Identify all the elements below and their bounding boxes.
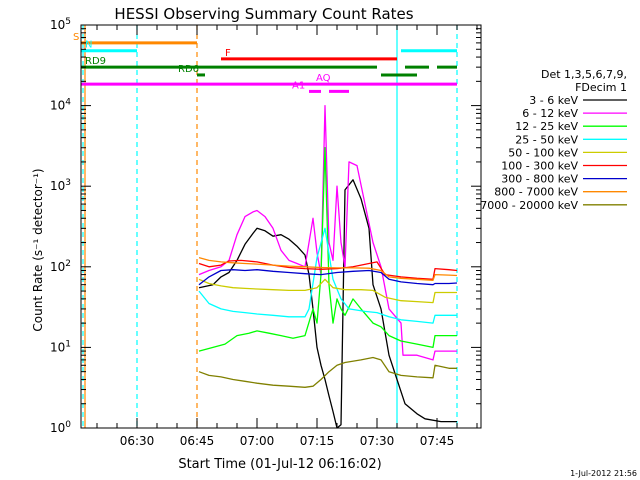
x-tick-label-2: 07:00 bbox=[240, 434, 275, 448]
flag-label-f: F bbox=[225, 48, 231, 59]
timestamp: 1-Jul-2012 21:56 bbox=[570, 469, 637, 478]
plot-area: SN F RD9 RD6 AQ A1 100 101 102 103 104 105 06:30 06:4… bbox=[50, 17, 482, 448]
flag-label-s: S bbox=[73, 32, 79, 43]
flag-label-rd6: RD6 bbox=[178, 64, 199, 75]
legend-label-7: 800 - 7000 keV bbox=[494, 186, 578, 199]
axes-frame bbox=[80, 24, 482, 429]
series-line-6 bbox=[198, 269, 458, 286]
series-line-3 bbox=[198, 227, 457, 324]
x-tick-label-3: 07:15 bbox=[300, 434, 335, 448]
legend-header-line-2: FDecim 1 bbox=[575, 81, 627, 94]
x-tick-label-4: 07:30 bbox=[360, 434, 395, 448]
legend-label-8: 7000 - 20000 keV bbox=[480, 199, 578, 212]
y-tick-label: 100 bbox=[50, 420, 71, 435]
flag-label-n: N bbox=[85, 40, 92, 51]
chart-title: HESSI Observing Summary Count Rates bbox=[114, 5, 413, 23]
legend-label-2: 12 - 25 keV bbox=[515, 120, 578, 133]
flag-label-a1: A1 bbox=[292, 80, 305, 91]
series-line-8 bbox=[198, 356, 457, 388]
legend-label-6: 300 - 800 keV bbox=[501, 173, 578, 186]
series-line-0 bbox=[198, 179, 457, 429]
legend-header-line-1: Det 1,3,5,6,7,9, bbox=[541, 68, 627, 81]
legend-label-4: 50 - 100 keV bbox=[508, 146, 578, 159]
series-line-2 bbox=[198, 147, 457, 352]
y-axis-label: Count Rate (s⁻¹ detector⁻¹) bbox=[31, 168, 45, 331]
legend-label-5: 100 - 300 keV bbox=[501, 160, 578, 173]
series-line-5 bbox=[198, 259, 458, 280]
x-tick-label-1: 06:45 bbox=[180, 434, 215, 448]
x-tick-label-5: 07:45 bbox=[420, 434, 455, 448]
x-tick-label-0: 06:30 bbox=[120, 434, 155, 448]
flag-label-aq: AQ bbox=[316, 73, 331, 84]
y-tick-label: 101 bbox=[50, 339, 71, 354]
series-line-4 bbox=[198, 278, 457, 304]
y-tick-label: 103 bbox=[50, 178, 71, 193]
y-tick-label: 105 bbox=[50, 17, 71, 32]
series-line-7 bbox=[198, 256, 458, 281]
legend-label-0: 3 - 6 keV bbox=[529, 94, 578, 107]
y-tick-label: 102 bbox=[50, 259, 71, 274]
legend-label-3: 25 - 50 keV bbox=[515, 133, 578, 146]
series-line-1 bbox=[198, 104, 457, 361]
legend-label-1: 6 - 12 keV bbox=[522, 107, 578, 120]
y-tick-label: 104 bbox=[50, 98, 71, 113]
x-axis-label: Start Time (01-Jul-12 06:16:02) bbox=[178, 457, 381, 472]
flag-label-rd9: RD9 bbox=[85, 56, 106, 67]
